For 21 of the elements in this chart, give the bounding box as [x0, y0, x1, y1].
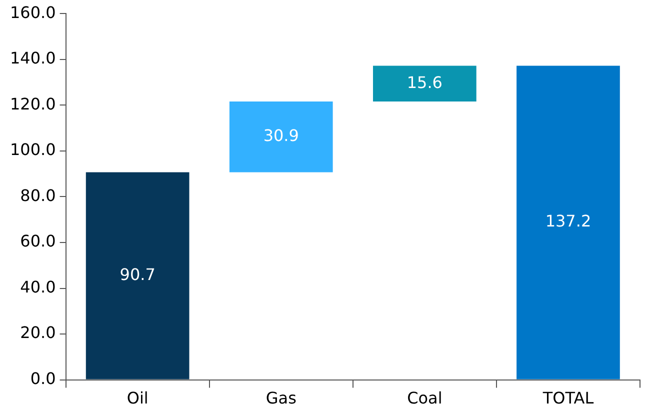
y-tick-label: 60.0: [20, 232, 56, 251]
y-tick-label: 100.0: [10, 140, 56, 160]
data-label: 30.9: [263, 126, 299, 146]
y-tick-label: 120.0: [10, 94, 56, 114]
x-tick-label: Gas: [266, 388, 296, 408]
bar: [86, 172, 190, 380]
y-tick-label: 160.0: [10, 2, 56, 22]
bar: [516, 66, 620, 380]
data-label: 137.2: [545, 212, 592, 231]
y-tick-label: 40.0: [20, 277, 56, 296]
y-tick-label: 20.0: [20, 323, 56, 342]
data-label: 90.7: [120, 264, 156, 284]
data-label: 15.6: [406, 72, 442, 92]
bar: [229, 101, 333, 172]
bar: [373, 66, 476, 102]
y-tick-label: 80.0: [20, 186, 56, 205]
x-tick-label: Oil: [126, 388, 148, 408]
x-tick-label: Coal: [407, 388, 442, 408]
x-tick-label: TOTAL: [542, 388, 594, 408]
y-tick-label: 140.0: [10, 48, 56, 68]
y-tick-label: 0.0: [30, 368, 56, 388]
